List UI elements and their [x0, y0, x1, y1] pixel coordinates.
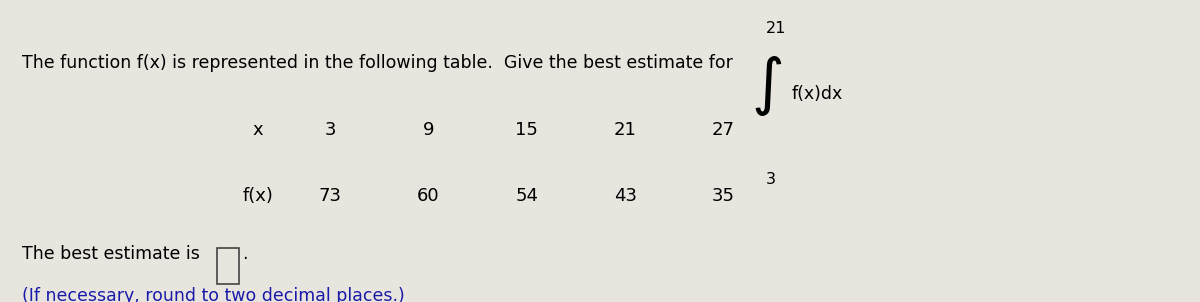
Text: f(x)dx: f(x)dx — [792, 85, 844, 103]
Text: The best estimate is: The best estimate is — [22, 245, 199, 263]
Text: 43: 43 — [613, 187, 637, 205]
Bar — [217, 248, 239, 284]
Text: 9: 9 — [422, 121, 434, 139]
Text: 21: 21 — [766, 21, 786, 36]
Text: 3: 3 — [324, 121, 336, 139]
Text: x: x — [253, 121, 263, 139]
Text: $\int$: $\int$ — [751, 54, 782, 118]
Text: The function f(x) is represented in the following table.  Give the best estimate: The function f(x) is represented in the … — [22, 54, 732, 72]
Text: 15: 15 — [515, 121, 539, 139]
Text: .: . — [242, 245, 248, 263]
Text: 27: 27 — [712, 121, 736, 139]
Text: 3: 3 — [766, 172, 775, 187]
Text: (If necessary, round to two decimal places.): (If necessary, round to two decimal plac… — [22, 287, 404, 302]
Text: 60: 60 — [418, 187, 439, 205]
Text: 54: 54 — [515, 187, 539, 205]
Text: 73: 73 — [318, 187, 342, 205]
Text: 35: 35 — [712, 187, 736, 205]
Text: f(x): f(x) — [242, 187, 274, 205]
Text: 21: 21 — [613, 121, 637, 139]
